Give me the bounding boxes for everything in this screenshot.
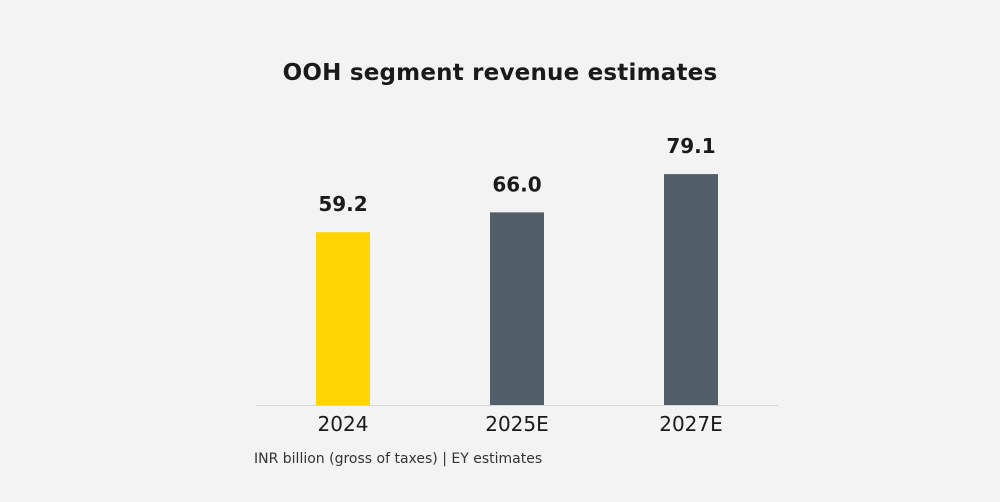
data-label-2025e: 66.0	[492, 172, 541, 196]
bar-2024	[316, 232, 370, 405]
x-tick-label-2027e: 2027E	[659, 412, 723, 436]
bar-2025e	[490, 212, 544, 405]
data-label-2027e: 79.1	[666, 134, 715, 158]
x-tick-label-2025e: 2025E	[485, 412, 549, 436]
data-label-2024: 59.2	[318, 192, 367, 216]
bar-2027e	[664, 174, 718, 405]
chart-title: OOH segment revenue estimates	[282, 60, 718, 86]
x-tick-label-2024: 2024	[318, 412, 369, 436]
chart-footnote: INR billion (gross of taxes) | EY estima…	[254, 451, 543, 467]
